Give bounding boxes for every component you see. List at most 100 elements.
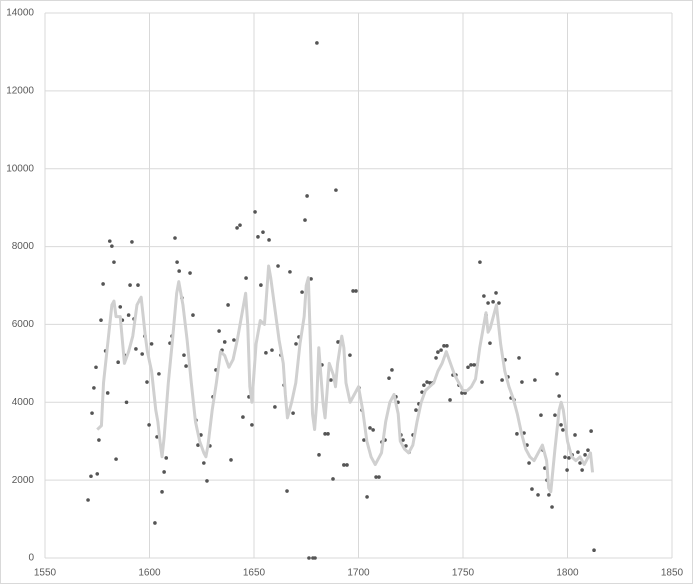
scatter-point (147, 423, 151, 427)
scatter-point (550, 505, 554, 509)
scatter-point (217, 329, 221, 333)
scatter-point (326, 432, 330, 436)
scatter-point (547, 493, 551, 497)
scatter-point (494, 291, 498, 295)
scatter-point (592, 548, 596, 553)
scatter-point (365, 495, 369, 499)
scatter-point (136, 283, 140, 287)
scatter-point (317, 453, 321, 457)
scatter-point (300, 290, 304, 294)
scatter-point (436, 350, 440, 354)
scatter-point (422, 383, 426, 387)
scatter-point (559, 423, 563, 427)
scatter-point (497, 301, 501, 305)
scatter-point (307, 556, 311, 560)
scatter-point (520, 380, 524, 384)
scatter-point (315, 41, 319, 45)
scatter-point (586, 448, 590, 452)
scatter-point (116, 360, 120, 364)
scatter-point (533, 378, 537, 382)
scatter-point (480, 380, 484, 384)
scatter-point (94, 365, 98, 370)
scatter-point (580, 468, 584, 472)
scatter-point (401, 438, 405, 442)
scatter-point (177, 269, 181, 273)
scatter-point (264, 351, 268, 355)
scatter-point (536, 493, 540, 497)
scatter-point (583, 453, 587, 457)
scatter-point (303, 218, 307, 222)
scatter-point (232, 338, 236, 342)
scatter-point (482, 294, 486, 298)
x-tick-label: 1750 (452, 568, 475, 579)
scatter-point (140, 352, 144, 356)
scatter-point (567, 456, 571, 460)
scatter-point (149, 342, 154, 346)
scatter-point (128, 283, 132, 287)
scatter-point (157, 372, 161, 376)
y-tick-label: 8000 (12, 241, 35, 252)
scatter-point (191, 313, 195, 317)
y-tick-label: 0 (28, 553, 34, 564)
scatter-point (110, 244, 114, 248)
scatter-point (291, 411, 295, 415)
scatter-point (331, 477, 335, 481)
scatter-point (565, 468, 569, 472)
scatter-point (99, 318, 103, 322)
scatter-point (345, 463, 349, 467)
scatter-point (425, 380, 429, 384)
scatter-point (124, 400, 129, 405)
scatter-point (362, 438, 366, 442)
x-tick-label: 1600 (138, 568, 161, 579)
x-tick-label: 1800 (556, 568, 579, 579)
scatter-point (515, 432, 519, 436)
scatter-point (539, 413, 543, 417)
scatter-point (486, 301, 490, 305)
scatter-point (92, 386, 96, 390)
y-tick-label: 4000 (12, 397, 35, 408)
scatter-point (250, 423, 254, 427)
x-tick-label: 1700 (347, 568, 370, 579)
scatter-point (112, 260, 116, 264)
y-tick-label: 2000 (12, 475, 35, 486)
scatter-point (527, 461, 531, 465)
scatter-point (472, 363, 476, 367)
scatter-point (351, 289, 355, 293)
y-tick-label: 6000 (12, 319, 35, 330)
scatter-point (387, 376, 391, 380)
scatter-point (196, 443, 200, 447)
scatter-point (342, 463, 346, 467)
scatter-point (294, 342, 298, 346)
scatter-point (488, 341, 492, 345)
scatter-point (101, 282, 105, 286)
scatter-point (134, 347, 138, 351)
scatter-point (95, 472, 100, 476)
scatter-point (184, 364, 188, 368)
scatter-point (105, 391, 110, 395)
scatter-point (576, 450, 580, 454)
scatter-point (445, 344, 449, 348)
scatter-point (205, 479, 209, 483)
scatter-point (561, 428, 565, 432)
scatter-point (175, 260, 179, 264)
scatter-point (555, 372, 559, 376)
scatter-point (573, 433, 577, 437)
scatter-point (107, 239, 112, 243)
x-tick-label: 1850 (661, 568, 684, 579)
scatter-point (288, 270, 292, 274)
scatter-point (334, 188, 338, 192)
scatter-point (261, 230, 265, 234)
scatter-point (153, 521, 157, 525)
scatter-point (377, 475, 381, 479)
scatter-point (309, 277, 313, 281)
scatter-point (305, 194, 309, 198)
scatter-point (563, 455, 567, 459)
scatter-point (530, 487, 534, 491)
scatter-point (256, 235, 260, 239)
scatter-point (323, 432, 327, 436)
scatter-point (404, 444, 408, 448)
scatter-point (130, 240, 134, 244)
scatter-point (374, 475, 378, 479)
scatter-point (329, 378, 333, 382)
